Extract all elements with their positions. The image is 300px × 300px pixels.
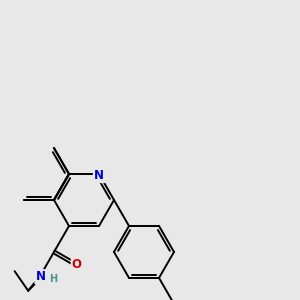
Text: N: N bbox=[35, 270, 46, 283]
Text: N: N bbox=[94, 169, 104, 182]
Text: H: H bbox=[49, 274, 57, 284]
Text: O: O bbox=[72, 258, 82, 272]
